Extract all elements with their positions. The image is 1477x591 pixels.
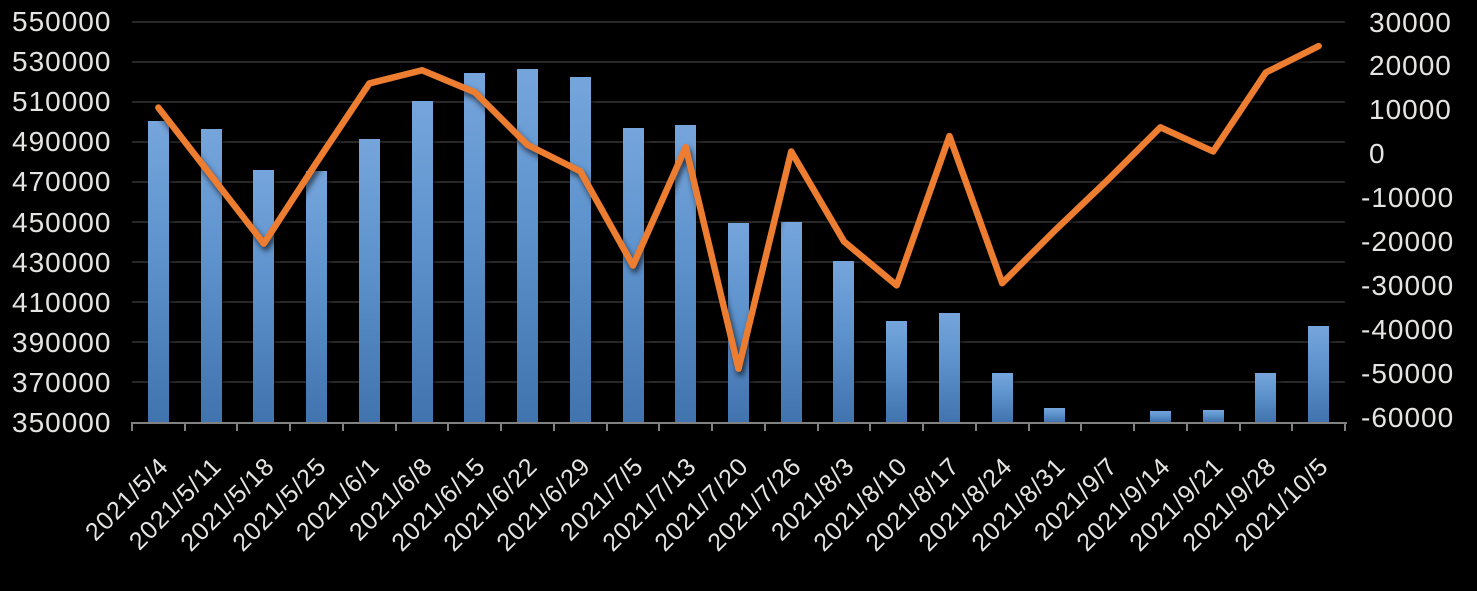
bar-2021/9/28	[1255, 373, 1277, 423]
y-axis-left-label: 510000	[12, 86, 112, 118]
x-axis-tick	[869, 423, 872, 431]
x-axis-line	[131, 421, 1347, 424]
y-axis-left-label: 350000	[12, 407, 112, 438]
x-axis-tick	[447, 423, 450, 431]
y-axis-right-label: -10000	[1361, 182, 1455, 214]
x-axis-tick	[1027, 423, 1030, 431]
y-axis-right-label: 10000	[1369, 94, 1452, 126]
x-axis-tick	[658, 423, 661, 431]
x-axis-tick	[974, 423, 977, 431]
y-axis-left-label: 530000	[12, 46, 112, 78]
y-axis-left-label: 410000	[12, 286, 112, 318]
y-axis-right-label: -40000	[1361, 313, 1455, 345]
y-axis-right-label: -60000	[1361, 401, 1455, 433]
x-axis-tick	[131, 423, 133, 431]
x-axis-tick	[1238, 423, 1241, 431]
y-axis-right-label: -20000	[1361, 226, 1455, 257]
y-axis-right-label: 0	[1369, 138, 1386, 170]
x-axis-tick	[289, 423, 292, 431]
x-axis-tick	[1080, 423, 1083, 431]
x-axis-tick	[922, 423, 925, 431]
y-axis-right-label: 30000	[1369, 6, 1452, 38]
x-axis-tick	[236, 423, 239, 431]
y-axis-right-label: -50000	[1361, 357, 1455, 389]
x-axis-tick	[816, 423, 819, 431]
y-axis-right-label: -30000	[1361, 269, 1455, 301]
gridline	[132, 20, 1345, 23]
x-axis-tick	[1133, 423, 1136, 431]
x-axis-tick	[500, 423, 503, 431]
x-axis-tick	[1185, 423, 1188, 431]
y-axis-left-label: 490000	[12, 126, 112, 158]
x-axis-tick	[1291, 423, 1294, 431]
y-axis-left-label: 370000	[12, 366, 112, 398]
x-axis-tick	[605, 423, 608, 431]
x-axis-tick	[763, 423, 766, 431]
y-axis-left-label: 390000	[12, 326, 112, 358]
x-axis-tick	[183, 423, 186, 431]
bar-2021/8/24	[991, 373, 1013, 423]
x-axis-tick	[711, 423, 714, 431]
y-axis-left-label: 430000	[12, 246, 112, 278]
y-axis-left-label: 470000	[12, 166, 112, 198]
x-axis-tick	[552, 423, 555, 431]
x-axis-tick	[1344, 423, 1346, 431]
y-axis-left-label: 550000	[12, 6, 112, 37]
bar-2021/9/21	[1202, 410, 1224, 423]
bar-2021/9/14	[1149, 411, 1171, 423]
y-axis-left-label: 450000	[12, 206, 112, 238]
x-axis-tick	[341, 423, 344, 431]
y-axis-right-label: 20000	[1369, 50, 1452, 82]
x-axis-tick	[394, 423, 397, 431]
bar-2021/8/31	[1044, 408, 1066, 423]
